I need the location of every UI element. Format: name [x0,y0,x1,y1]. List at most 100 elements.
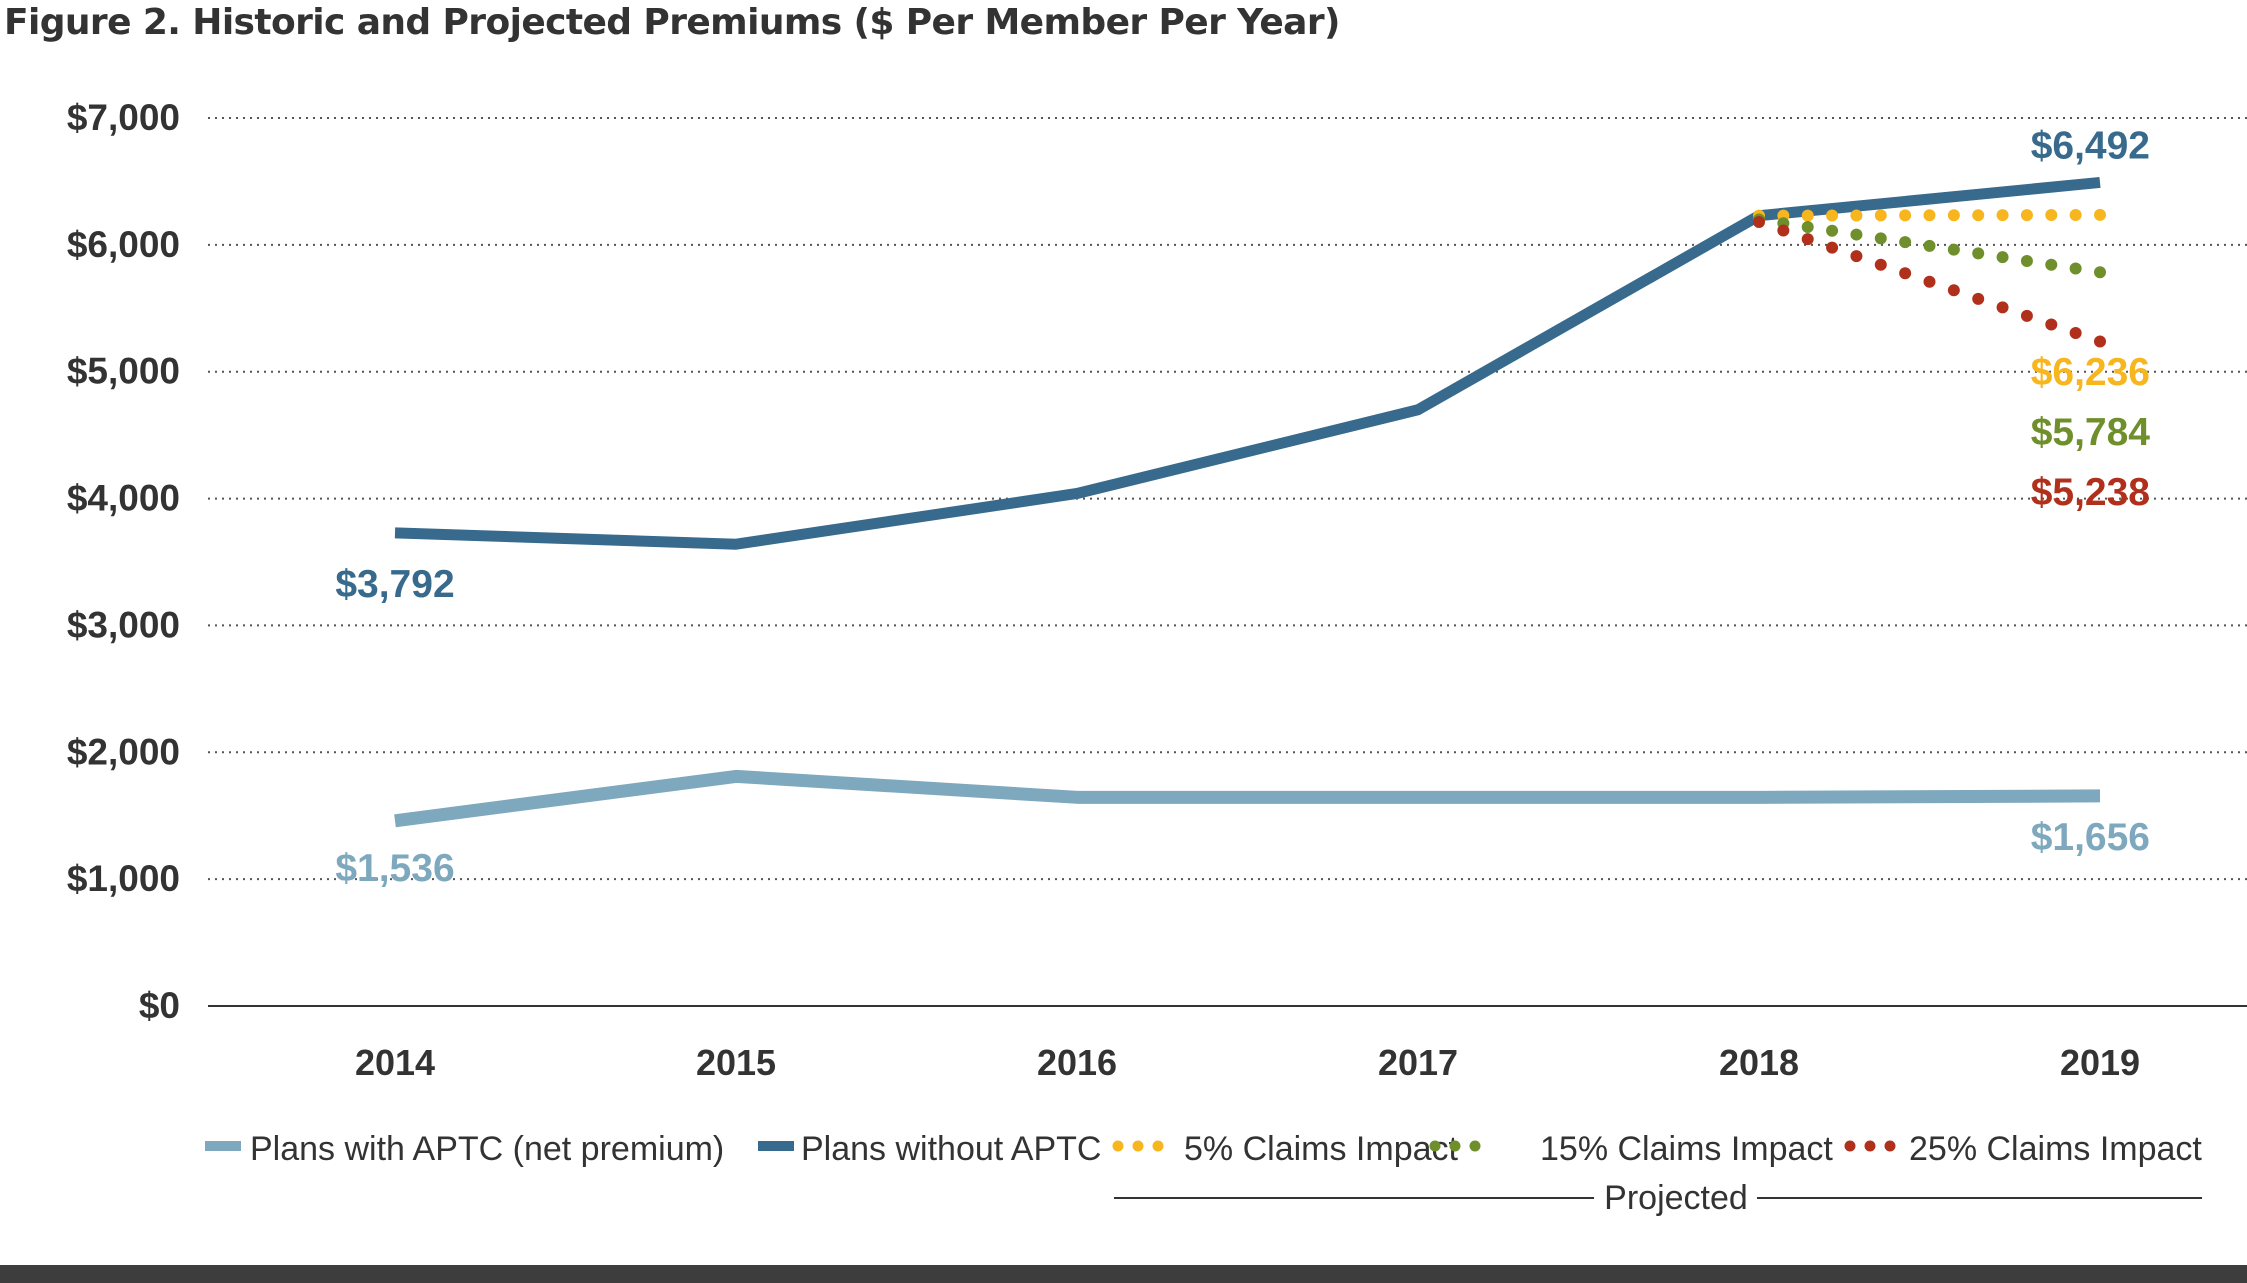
x-tick-label: 2019 [2060,1042,2140,1083]
series-dot [1996,251,2009,264]
series-dot [2094,335,2106,348]
series-dot [1874,232,1887,245]
x-tick-label: 2016 [1037,1042,1117,1083]
series-dot [1947,209,1960,222]
gridlines [208,117,2247,1007]
legend-label: Plans without APTC [801,1130,1101,1168]
series-dot [1947,243,1960,256]
series-dot [1850,228,1863,241]
series-dot [2069,262,2082,275]
series-line-plans-with-aptc-net-premium [394,769,2101,828]
legend-label: 15% Claims Impact [1540,1130,1833,1168]
legend-label: 5% Claims Impact [1184,1130,1459,1168]
legend-swatch [205,1141,241,1151]
data-labels: $1,536 $1,656 $3,792 $6,492 $6,236 $5,784 $5,2… [335,124,2150,889]
legend-swatch [1844,1140,1896,1152]
series-dot [1996,209,2009,222]
series-dot [1826,209,1839,222]
legend-item-25pct-claims-impact: 25% Claims Impact [1844,1130,2202,1168]
legend-item-15pct-claims-impact: 15% Claims Impact [1429,1130,1833,1168]
y-tick-label: $7,000 [67,97,180,138]
legend-dot [1844,1140,1856,1152]
projected-group-label: Projected [1604,1179,1748,1217]
footer-bar [0,1265,2247,1283]
series-dot [1801,233,1814,246]
legend-swatch [1429,1140,1481,1152]
series-dot [1899,209,1912,222]
series-dot [2094,266,2106,279]
y-tick-label: $1,000 [67,858,180,899]
series-dot [1923,239,1936,252]
legend-label: 25% Claims Impact [1909,1130,2202,1168]
series-dot [1923,275,1936,288]
series-dot [1753,216,1765,229]
series-lines [394,176,2106,828]
series-dot [2069,208,2082,221]
data-label: $3,792 [335,563,454,606]
series-dot [1972,247,1985,260]
series-dot [2069,326,2082,339]
y-tick-label: $0 [139,985,180,1026]
series-dot [1801,209,1814,222]
chart-title: Figure 2. Historic and Projected Premium… [4,2,1340,43]
legend-dot [1884,1140,1896,1152]
series-dots-15pct-claims-impact [1753,213,2106,279]
series-dot [1826,224,1839,237]
legend-item-plans-without-aptc: Plans without APTC [758,1130,1101,1168]
legend-dot [1469,1140,1481,1152]
series-dot [1850,250,1863,263]
data-label: $1,536 [335,847,454,890]
y-tick-label: $2,000 [67,731,180,772]
series-dot [2094,208,2106,221]
series-dot [1996,301,2009,314]
series-dot [2020,309,2033,322]
y-tick-label: $6,000 [67,224,180,265]
x-tick-label: 2017 [1378,1042,1458,1083]
series-dot [1947,284,1960,297]
legend-dot [1429,1140,1441,1152]
series-dots-25pct-claims-impact [1753,216,2106,348]
data-label: $5,238 [2031,471,2150,514]
legend-swatch [758,1141,794,1151]
y-tick-label: $4,000 [67,478,180,519]
legend-dot [1112,1140,1124,1152]
x-tick-label: 2018 [1719,1042,1799,1083]
y-axis: $0 $1,000 $2,000 $3,000 $4,000 $5,000 $6,000 $7… [67,97,180,1026]
series-dot [2045,209,2058,222]
series-dot [1899,236,1912,249]
series-dot [2045,258,2058,271]
x-tick-label: 2015 [696,1042,776,1083]
x-axis: 2014 2015 2016 2017 2018 2019 [355,1042,2140,1083]
legend-dot [1152,1140,1164,1152]
series-dots-5pct-claims-impact [1753,208,2106,222]
series-dot [1972,209,1985,222]
series-dot [2020,254,2033,267]
legend-item-5pct-claims-impact: 5% Claims Impact [1112,1130,1459,1168]
series-line-plans-without-aptc [394,176,2101,550]
series-dot [1874,258,1887,271]
series-dot [1972,292,1985,305]
series-dot [1874,209,1887,222]
series-dot [1826,241,1839,254]
legend-item-plans-with-aptc-net-premium: Plans with APTC (net premium) [205,1130,724,1168]
legend-dot [1864,1140,1876,1152]
legend-swatch [1112,1140,1164,1152]
series-dot [2020,209,2033,222]
data-label: $6,236 [2031,351,2150,394]
legend-label: Plans with APTC (net premium) [250,1130,724,1168]
data-label: $6,492 [2031,124,2150,167]
series-dot [1899,267,1912,280]
y-tick-label: $3,000 [67,604,180,645]
data-label: $5,784 [2031,411,2151,454]
series-dot [1801,221,1814,234]
legend-dot [1132,1140,1144,1152]
y-tick-label: $5,000 [67,351,180,392]
legend: Plans with APTC (net premium) Plans witho… [205,1130,2202,1217]
series-dot [1850,209,1863,222]
x-tick-label: 2014 [355,1042,435,1083]
legend-dot [1449,1140,1461,1152]
series-dot [2045,318,2058,331]
series-dot [1923,209,1936,222]
series-dot [1777,224,1790,237]
